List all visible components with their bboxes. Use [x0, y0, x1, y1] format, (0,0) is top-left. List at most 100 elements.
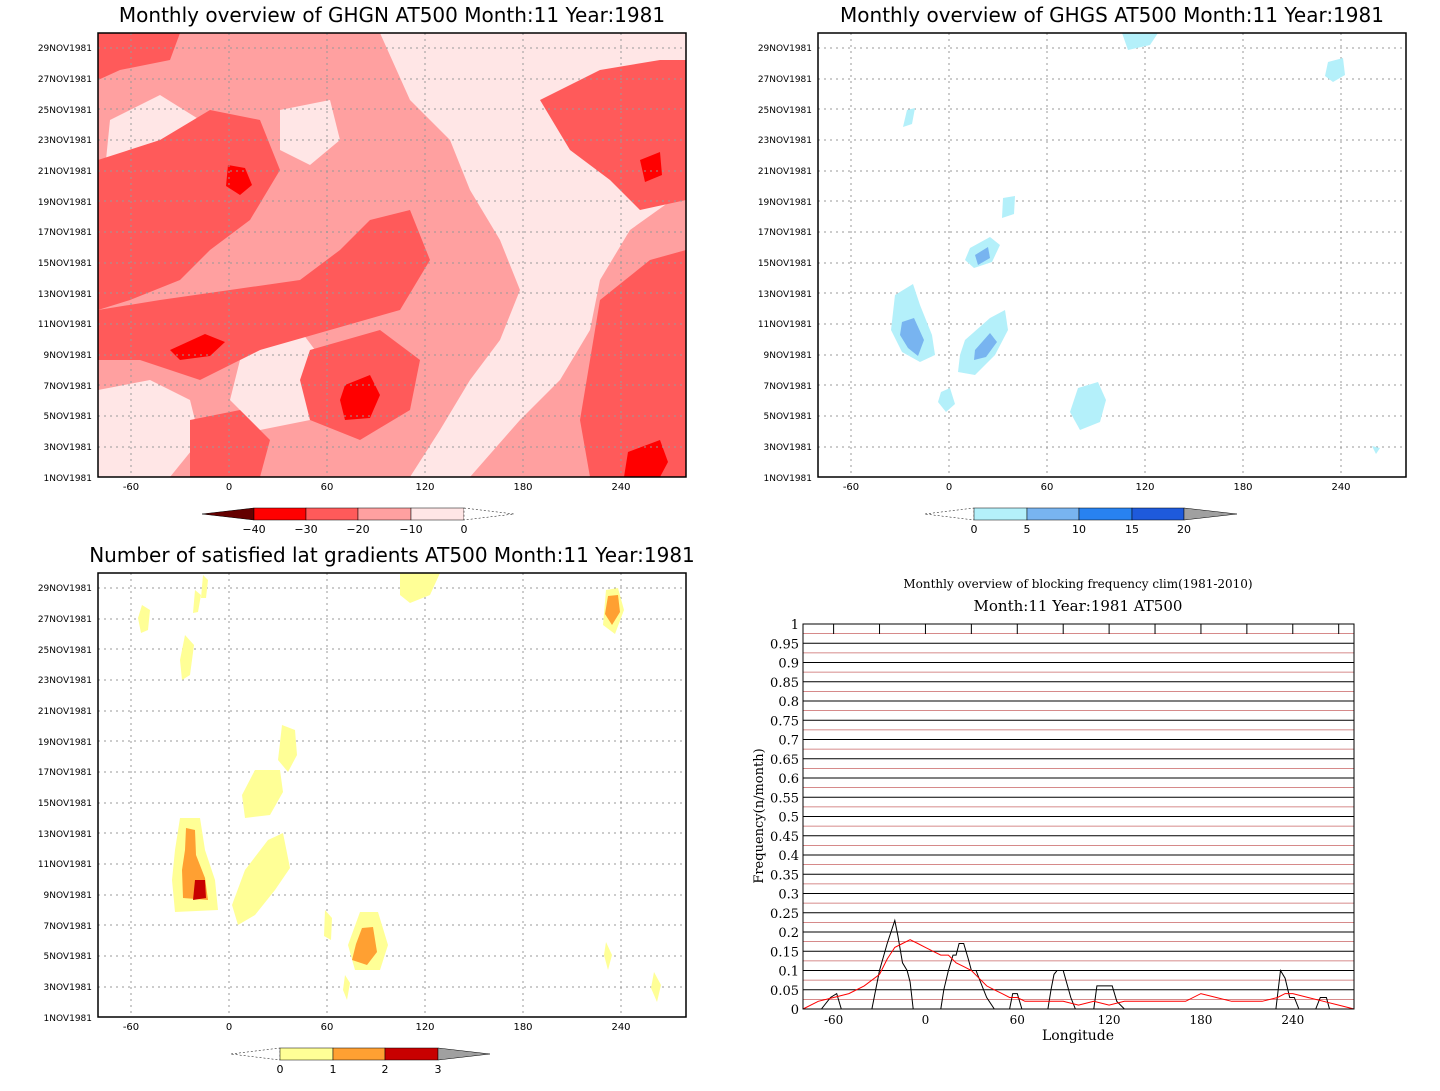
grad-xtick-120: 120 [415, 1022, 434, 1033]
ghgs-field [818, 33, 1406, 477]
blocking-xtick-label: 240 [1281, 1013, 1304, 1027]
ghgn-colorbar-arrow-high [463, 507, 515, 521]
gradients-colorbar-label-3: 2 [382, 1063, 389, 1076]
ghgn-field [98, 33, 686, 477]
ghgn-contour-mid-7 [98, 33, 180, 80]
grad-blob-11-inner [352, 927, 377, 965]
gradients-colorbar-swatch-1 [279, 1047, 334, 1061]
blocking-ytick-label: 0.85 [770, 676, 799, 691]
ghgs-contours [891, 33, 1380, 454]
ghgs-xtick-m60: -60 [843, 482, 859, 493]
gradients-colorbar-arrow-low [230, 1047, 281, 1061]
grad-ytick-5: 5NOV1981 [44, 952, 92, 962]
blocking-y-ticks: 0 0.05 0.1 0.15 0.2 0.25 0.3 0.35 0.4 0.45 0.5 0.55… [770, 618, 799, 1018]
ghgn-xtick-60: 60 [321, 482, 334, 493]
ghgs-background [818, 33, 1406, 477]
ghgn-ytick-3: 3NOV1981 [44, 443, 92, 453]
blocking-ytick-label: 0.6 [778, 772, 799, 787]
ghgn-ytick-25: 25NOV1981 [38, 106, 92, 116]
blocking-subtitle: Month:11 Year:1981 AT500 [974, 597, 1183, 615]
ghgn-colorbar-swatch-4 [410, 507, 465, 521]
grad-ytick-11: 11NOV1981 [38, 860, 92, 870]
grad-ytick-3: 3NOV1981 [44, 983, 92, 993]
blocking-xtick-label: 0 [922, 1013, 930, 1027]
ghgn-ytick-15: 15NOV1981 [38, 259, 92, 269]
gradients-colorbar-arrow-high [437, 1047, 491, 1061]
blocking-xtick-label: 60 [1010, 1013, 1025, 1027]
blocking-plot-frame [802, 623, 1355, 1010]
grad-blob-2 [138, 605, 150, 633]
grad-blob-15 [651, 972, 661, 1002]
ghgn-contour-mid-5 [580, 250, 686, 477]
blocking-ylabel: Frequency(n/month) [752, 748, 767, 883]
grad-ytick-9: 9NOV1981 [44, 891, 92, 901]
blocking-xtick-label: -60 [824, 1013, 843, 1027]
ghgs-xtick-0: 0 [946, 482, 952, 493]
ghgn-xtick-120: 120 [415, 482, 434, 493]
ghgs-panel: Monthly overview of GHGS AT500 Month:11 … [758, 3, 1407, 536]
ghgn-grid [98, 33, 686, 477]
gradients-colorbar-label-2: 1 [330, 1063, 337, 1076]
ghgs-colorbar-label-4: 15 [1125, 523, 1139, 536]
ghgn-contour-dark-2 [170, 334, 225, 360]
grad-ytick-7: 7NOV1981 [44, 922, 92, 932]
ghgs-colorbar: 0 5 10 15 20 [924, 507, 1238, 536]
ghgs-blob-7-inner [974, 333, 997, 360]
ghgn-x-ticks: -60 0 60 120 180 240 [123, 482, 631, 493]
ghgn-xtick-180: 180 [513, 482, 532, 493]
gradients-y-ticks: 1NOV1981 3NOV1981 5NOV1981 7NOV1981 9NOV… [38, 584, 92, 1024]
blocking-series-line-2 [802, 939, 1355, 1010]
gradients-colorbar-swatch-2 [332, 1047, 386, 1061]
gradients-title: Number of satisfied lat gradients AT500 … [89, 543, 695, 567]
ghgs-blob-1 [1122, 33, 1158, 50]
ghgn-xtick-240: 240 [611, 482, 630, 493]
ghgn-colorbar-label-1: −40 [242, 523, 265, 536]
blocking-xtick-label: 180 [1189, 1013, 1212, 1027]
blocking-panel: Monthly overview of blocking frequency c… [752, 577, 1355, 1044]
ghgs-ytick-21: 21NOV1981 [758, 167, 812, 177]
blocking-series [802, 918, 1355, 1010]
blocking-x-ticks: -60 0 60 120 180 240 [824, 624, 1340, 1027]
ghgn-contour-dark-3 [340, 375, 380, 420]
ghgs-ytick-5: 5NOV1981 [764, 412, 812, 422]
ghgn-colorbar-swatch-1 [253, 507, 307, 521]
ghgs-plot-frame [817, 32, 1407, 478]
ghgn-ytick-1: 1NOV1981 [44, 474, 92, 484]
blocking-series-line-1 [803, 918, 1354, 1010]
ghgs-blob-2 [1325, 58, 1345, 82]
blocking-xlabel: Longitude [1042, 1028, 1114, 1044]
gradients-colorbar-label-1: 0 [277, 1063, 284, 1076]
ghgn-title: Monthly overview of GHGN AT500 Month:11 … [119, 3, 665, 27]
ghgs-blob-10 [1372, 446, 1380, 454]
blocking-ytick-label: 0.4 [778, 849, 799, 864]
ghgs-ytick-11: 11NOV1981 [758, 320, 812, 330]
ghgn-xtick-0: 0 [226, 482, 232, 493]
ghgn-colorbar-label-3: −20 [346, 523, 369, 536]
ghgs-colorbar-arrow-high [1183, 507, 1238, 521]
ghgs-blob-6-inner [900, 318, 924, 356]
blocking-ytick-label: 1 [791, 618, 799, 633]
ghgs-blob-5-inner [975, 247, 990, 265]
ghgn-contour-dark [226, 165, 252, 195]
ghgn-ytick-29: 29NOV1981 [38, 44, 92, 54]
ghgn-colorbar-swatch-2 [305, 507, 359, 521]
ghgn-ytick-17: 17NOV1981 [38, 228, 92, 238]
blocking-ytick-label: 0.7 [778, 734, 799, 749]
grad-blob-14 [604, 942, 612, 970]
gradients-colorbar-label-4: 3 [435, 1063, 442, 1076]
ghgs-x-ticks: -60 0 60 120 180 240 [843, 482, 1351, 493]
ghgn-contour-dark-4 [624, 440, 668, 477]
grad-ytick-29: 29NOV1981 [38, 584, 92, 594]
ghgn-contour-dark-5 [640, 152, 662, 182]
blocking-ytick-label: 0.5 [778, 811, 799, 826]
blocking-xtick-label: 120 [1098, 1013, 1121, 1027]
grad-ytick-25: 25NOV1981 [38, 646, 92, 656]
grad-ytick-15: 15NOV1981 [38, 799, 92, 809]
ghgn-ytick-23: 23NOV1981 [38, 136, 92, 146]
blocking-ytick-label: 0.95 [770, 637, 799, 652]
grad-xtick-0: 0 [226, 1022, 232, 1033]
ghgs-blob-3 [903, 108, 915, 127]
grad-blob-13-inner [605, 595, 620, 625]
ghgn-ytick-11: 11NOV1981 [38, 320, 92, 330]
ghgs-ytick-17: 17NOV1981 [758, 228, 812, 238]
